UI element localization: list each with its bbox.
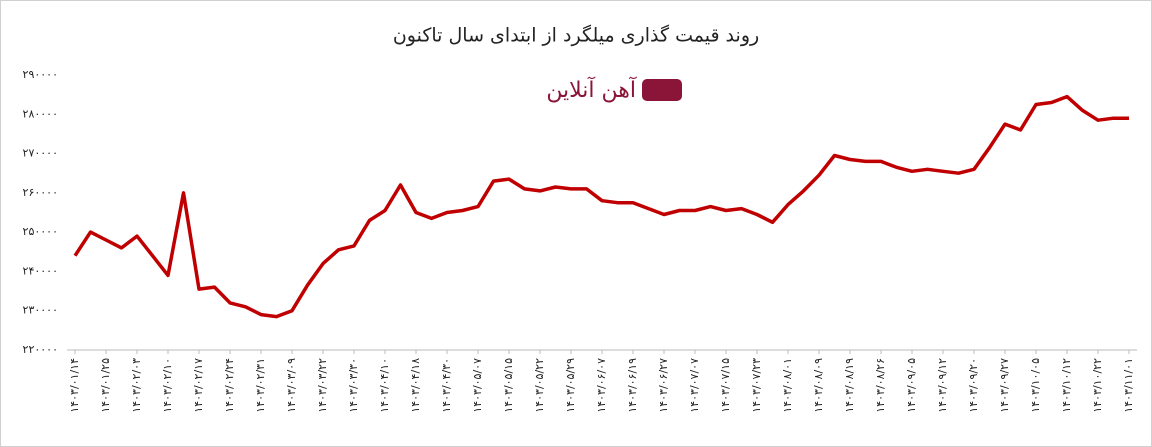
x-tick-label: ۱۴۰۳/۰۲/۰۳ [130, 358, 143, 413]
chart-title: روند قیمت گذاری میلگرد از ابتدای سال تاک… [393, 24, 759, 47]
x-tick-label: ۱۴۰۳/۱۰/۲۲ [1091, 358, 1104, 413]
x-tick-label: ۱۴۰۳/۰۸/۰۱ [781, 358, 794, 413]
y-tick-label: ۲۸۰۰۰۰ [23, 107, 58, 120]
x-tick-label: ۱۴۰۳/۰۴/۱۰ [378, 358, 391, 413]
x-tick-label: ۱۴۰۳/۰۸/۱۹ [843, 358, 856, 413]
x-tick-label: ۱۴۰۳/۰۴/۱۸ [409, 358, 422, 413]
line-series [73, 94, 1129, 319]
x-tick-label: ۱۴۰۳/۰۷/۱۵ [719, 358, 732, 413]
x-tick-label: ۱۴۰۳/۰۴/۳۰ [440, 358, 453, 413]
x-tick-label: ۱۴۰۳/۰۸/۲۶ [874, 358, 887, 413]
x-tick-label: ۱۴۰۳/۰۹/۰۵ [905, 358, 918, 413]
x-tick-label: ۱۴۰۳/۰۶/۲۷ [657, 358, 670, 413]
y-tick-label: ۲۵۰۰۰۰ [23, 225, 58, 238]
x-tick-label: ۱۴۰۳/۱۱/۰۱ [1122, 358, 1135, 413]
x-tick-label: ۱۴۰۳/۰۲/۲۴ [223, 358, 236, 413]
x-tick-label: ۱۴۰۳/۰۵/۲۲ [533, 358, 546, 413]
x-tick-label: ۱۴۰۳/۰۱/۱۴ [68, 358, 81, 413]
x-tick-label: ۱۴۰۳/۰۳/۰۹ [285, 358, 298, 413]
x-tick-label: ۱۴۰۳/۰۱/۲۵ [99, 358, 112, 413]
logo: آهن آنلاین [546, 76, 682, 103]
x-tick-label: ۱۴۰۳/۰۶/۱۹ [626, 358, 639, 413]
logo-text: آهن آنلاین [546, 76, 637, 103]
x-tick-label: ۱۴۰۳/۰۵/۲۹ [564, 358, 577, 413]
x-tick-label: ۱۴۰۳/۰۳/۲۲ [316, 358, 329, 413]
x-tick-label: ۱۴۰۳/۰۷/۲۳ [750, 358, 763, 413]
x-tick-label: ۱۴۰۳/۰۶/۰۷ [595, 358, 608, 413]
x-tick-label: ۱۴۰۳/۰۹/۱۲ [936, 358, 949, 413]
x-tick-label: ۱۴۰۳/۰۷/۰۷ [688, 358, 701, 413]
x-tick-label: ۱۴۰۳/۰۳/۳۰ [347, 358, 360, 413]
x-tick-label: ۱۴۰۳/۰۲/۱۰ [161, 358, 174, 413]
y-tick-label: ۲۲۰۰۰۰ [23, 343, 58, 356]
y-tick-label: ۲۹۰۰۰۰ [23, 68, 58, 81]
y-tick-label: ۲۴۰۰۰۰ [23, 264, 58, 277]
y-tick-label: ۲۶۰۰۰۰ [23, 186, 58, 199]
y-tick-label: ۲۷۰۰۰۰ [23, 147, 58, 160]
x-tick-label: ۱۴۰۳/۰۲/۱۷ [192, 358, 205, 413]
y-tick-label: ۲۳۰۰۰۰ [23, 304, 58, 317]
x-tick-label: ۱۴۰۳/۰۹/۲۰ [967, 358, 980, 413]
x-tick-label: ۱۴۰۳/۱۰/۱۲ [1060, 358, 1073, 413]
logo-icon [642, 79, 682, 101]
x-tick-label: ۱۴۰۳/۰۹/۲۷ [998, 358, 1011, 413]
x-tick-label: ۱۴۰۳/۰۵/۱۵ [502, 358, 515, 413]
x-tick-label: ۱۴۰۳/۰۸/۰۹ [812, 358, 825, 413]
x-tick-label: ۱۴۰۳/۱۰/۰۵ [1029, 358, 1042, 413]
x-tick-label: ۱۴۰۳/۰۵/۰۷ [471, 358, 484, 413]
x-tick-label: ۱۴۰۳/۰۲/۳۱ [254, 358, 267, 413]
